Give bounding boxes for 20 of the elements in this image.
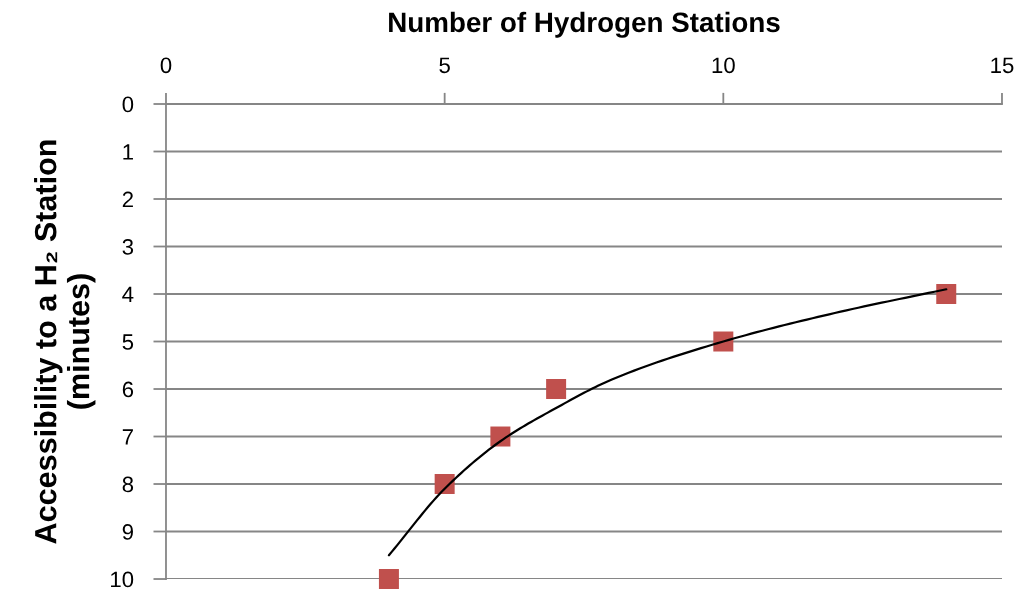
y-tick-label: 5	[122, 334, 134, 350]
y-tick-label: 2	[122, 191, 133, 208]
point	[546, 379, 567, 400]
x-tick-label: 10	[712, 57, 735, 74]
y-tick-label: 9	[122, 524, 133, 540]
y-axis-title: Accessibility to a H₂ Station (minutes)	[34, 140, 96, 544]
x-tick-label: 5	[439, 57, 450, 74]
x-tick-label: 15	[991, 57, 1014, 74]
point	[378, 569, 399, 590]
x-axis-title: Number of Hydrogen Stations	[389, 11, 780, 38]
y-tick-label: 8	[122, 476, 134, 493]
y-tick-label: 4	[122, 286, 134, 303]
x-tick-label: 0	[160, 57, 172, 74]
y-tick-label: 10	[111, 571, 134, 588]
y-tick-label: 7	[122, 429, 133, 445]
y-tick-label: 0	[122, 96, 134, 113]
point	[936, 284, 957, 305]
y-tick-label: 6	[122, 381, 134, 398]
y-tick-label: 1	[123, 144, 133, 160]
y-tick-label: 3	[122, 239, 134, 255]
